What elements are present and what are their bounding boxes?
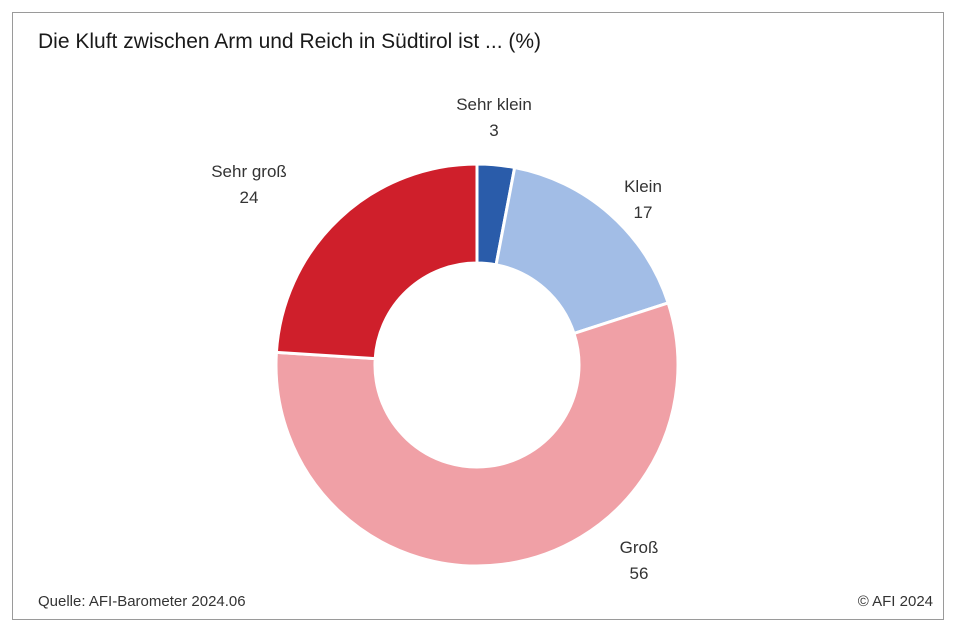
slice-label-klein: Klein — [624, 177, 662, 196]
donut-slice-sehr-gross — [274, 162, 479, 361]
slice-value-gross: 56 — [630, 564, 649, 583]
slice-value-klein: 17 — [634, 203, 653, 222]
donut-slices — [274, 162, 680, 568]
donut-slice-gross — [274, 300, 680, 568]
slice-value-sehr-gross: 24 — [240, 188, 259, 207]
slice-labels: Sehr klein 3 Klein 17 Groß 56 Sehr groß 24 — [211, 95, 662, 583]
slice-value-sehr-klein: 3 — [489, 121, 498, 140]
slice-label-sehr-gross: Sehr groß — [211, 162, 287, 181]
source-note: Quelle: AFI-Barometer 2024.06 — [38, 593, 246, 610]
chart-title: Die Kluft zwischen Arm und Reich in Südt… — [38, 30, 542, 53]
slice-label-sehr-klein: Sehr klein — [456, 95, 532, 114]
copyright-note: © AFI 2024 — [857, 593, 933, 610]
slice-label-gross: Groß — [620, 538, 659, 557]
donut-slice-klein — [494, 165, 671, 336]
